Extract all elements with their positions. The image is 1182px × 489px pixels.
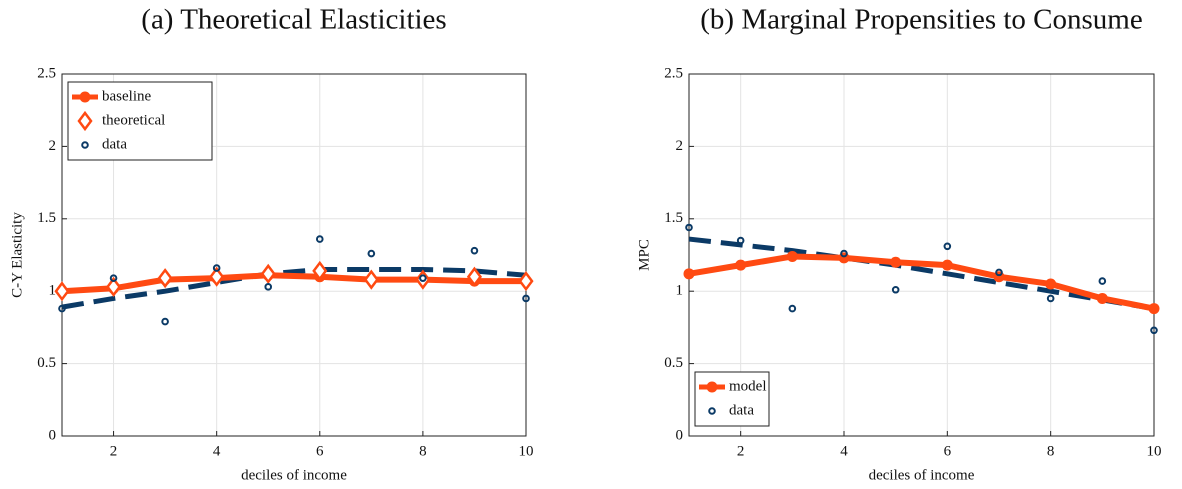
diamond-marker <box>77 110 93 132</box>
diamond-marker <box>105 276 122 297</box>
marker <box>993 271 1005 283</box>
y-tick-label: 0.5 <box>664 355 683 371</box>
data-point <box>1150 326 1158 335</box>
x-tick-label: 6 <box>316 443 324 459</box>
data-point <box>891 285 900 294</box>
data-point <box>212 264 221 272</box>
x-tick-label: 2 <box>110 443 118 459</box>
y-axis-label: MPC <box>636 239 652 271</box>
data-point <box>470 246 479 255</box>
y-tick-label: 1 <box>49 283 57 299</box>
diamond-marker <box>209 266 225 287</box>
axes-box <box>688 73 1155 437</box>
data-point <box>995 268 1003 277</box>
y-tick-label: 0 <box>676 427 684 443</box>
marker <box>683 268 695 280</box>
data-point <box>943 242 952 251</box>
y-tick-label: 1 <box>676 283 684 299</box>
marker <box>735 259 747 271</box>
marker <box>786 250 798 262</box>
data-point <box>264 283 273 291</box>
diamond-marker <box>312 260 328 282</box>
marker <box>941 259 953 271</box>
diamond-marker <box>363 269 379 290</box>
series-line <box>61 272 526 295</box>
x-tick-label: 6 <box>944 443 952 459</box>
data-point <box>1046 294 1055 303</box>
marker <box>706 381 718 393</box>
diamond-marker <box>260 263 276 284</box>
diamond-marker <box>415 269 431 290</box>
legend-label: data <box>729 402 754 418</box>
legend-label: model <box>729 378 767 394</box>
x-tick-label: 10 <box>519 443 534 459</box>
x-tick-label: 4 <box>213 443 221 459</box>
diamond-marker <box>54 281 70 302</box>
data-point <box>58 304 66 313</box>
marker <box>79 91 91 103</box>
marker <box>1045 278 1057 290</box>
y-axis-label: C-Y Elasticity <box>9 212 25 298</box>
chart-title: (a) Theoretical Elasticities <box>141 4 446 36</box>
data-point <box>161 317 169 326</box>
series-line <box>688 253 1155 312</box>
legend-label: baseline <box>102 88 151 104</box>
x-tick-label: 8 <box>1047 443 1055 459</box>
marker <box>1096 292 1108 304</box>
x-tick-label: 2 <box>737 443 745 459</box>
data-point <box>736 236 745 245</box>
data-point <box>419 274 427 282</box>
marker <box>890 256 902 268</box>
chart-title: (b) Marginal Propensities to Consume <box>700 4 1142 36</box>
x-axis-label: deciles of income <box>869 467 975 483</box>
legend-box <box>694 371 770 427</box>
marker <box>1148 303 1160 315</box>
data-point <box>788 304 797 313</box>
y-tick-label: 1.5 <box>37 210 56 226</box>
y-tick-label: 2 <box>49 138 57 154</box>
data-point <box>367 249 376 258</box>
diamond-marker <box>157 268 173 289</box>
diamond-marker <box>466 266 483 287</box>
series-line <box>61 266 527 310</box>
y-tick-label: 1.5 <box>664 210 683 226</box>
x-tick-label: 8 <box>419 443 427 459</box>
legend-label: theoretical <box>102 112 165 128</box>
data-point <box>81 141 89 149</box>
x-tick-label: 4 <box>840 443 848 459</box>
y-tick-label: 2 <box>676 138 684 154</box>
y-tick-label: 2.5 <box>37 65 56 81</box>
data-point <box>840 249 848 258</box>
data-point <box>109 274 118 282</box>
diamond-marker <box>518 270 534 292</box>
data-point <box>1098 277 1107 285</box>
data-point <box>522 294 530 303</box>
series-line <box>688 236 1155 312</box>
y-tick-label: 0 <box>49 427 57 443</box>
x-tick-label: 10 <box>1147 443 1162 459</box>
y-tick-label: 2.5 <box>664 65 683 81</box>
axes-box <box>61 73 527 437</box>
x-axis-label: deciles of income <box>241 467 347 483</box>
marker <box>838 252 850 264</box>
legend-label: data <box>102 136 127 152</box>
data-point <box>315 235 324 243</box>
data-point <box>685 223 693 232</box>
data-point <box>708 407 716 415</box>
y-tick-label: 0.5 <box>37 355 56 371</box>
